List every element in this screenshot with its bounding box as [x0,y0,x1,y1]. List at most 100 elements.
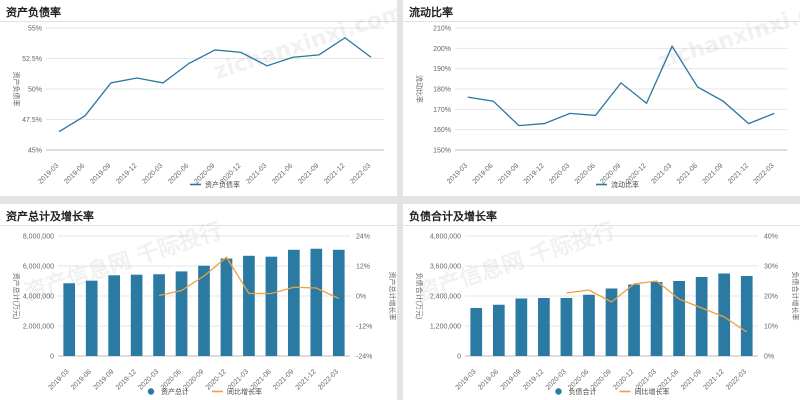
y-tick-label: 2,000,000 [23,324,54,331]
x-tick-label: 2019-09 [92,368,115,391]
x-tick-label: 2019-03 [48,368,71,391]
bar [175,271,188,356]
x-tick-label: 2020-06 [167,162,190,185]
x-tick-label: 2021-09 [297,162,320,185]
x-tick-label: 2022-03 [317,368,340,391]
y2-tick-label: 0% [356,294,366,301]
bar [470,308,483,356]
y-tick-label: 52.5% [22,56,42,63]
x-tick-label: 2021-09 [272,368,295,391]
y-tick-label: 6,000,000 [23,264,54,271]
series-line [467,44,775,127]
x-tick-label: 2021-12 [295,368,318,391]
x-tick-label: 2021-06 [271,162,294,185]
current-ratio-panel: 流动比率 150% 160% 170% 180% 190% 200% 210% 2019-03… [403,0,800,196]
y-tick-label: 3,600,000 [430,264,461,271]
bar [288,249,300,356]
x-tick-label: 2020-12 [612,368,635,391]
bar [243,255,255,356]
x-tick-label: 2021-12 [727,162,750,185]
panel-title: 负债合计及增长率 [409,210,497,223]
x-tick-label: 2022-03 [725,368,748,391]
y-tick-label: 55% [28,26,42,33]
x-tick-label: 2019-03 [37,162,60,185]
y2-tick-label: 12% [356,264,370,271]
panel-title: 资产总计及增长率 [6,210,94,223]
series-line [158,256,340,300]
x-tick-label: 2020-06 [574,162,597,185]
x-tick-label: 2019-06 [472,162,495,185]
bar [718,273,731,356]
y-tick-label: 190% [433,66,451,73]
debt-ratio-chart: 45% 47.5% 50% 52.5% 55% 2019-03 2019-06 2019-09… [12,26,384,189]
y-tick-label: 1,200,000 [430,324,461,331]
bar [63,283,76,356]
y-tick-label: 50% [28,87,42,94]
y-tick-label: 4,800,000 [430,234,461,241]
bar [605,288,618,356]
bar [695,277,708,356]
legend-label: 同比增长率 [635,387,670,396]
y2-tick-label: 20% [764,294,778,301]
bar [515,298,528,356]
bar [265,256,278,356]
y-tick-label: 150% [433,148,451,155]
y2-axis-label: 资产总计增长率 [388,272,397,321]
bar [310,248,323,356]
y-tick-label: 47.5% [22,117,42,124]
x-tick-label: 2019-12 [523,162,546,185]
bar [220,258,233,356]
y2-tick-label: 30% [764,264,778,271]
total-assets-chart: 0 2,000,000 4,000,000 6,000,000 8,000,000 -24… [12,234,397,397]
x-tick-label: 2021-03 [245,162,268,185]
x-tick-label: 2019-12 [115,368,138,391]
x-tick-label: 2021-06 [676,162,699,185]
y-tick-label: 180% [433,87,451,94]
x-tick-label: 2019-09 [89,162,112,185]
bar [538,298,550,356]
bar [492,304,505,356]
x-tick-label: 2020-12 [205,368,228,391]
legend-label: 资产负债率 [205,180,240,189]
y-tick-label: 160% [433,127,451,134]
bar [85,280,98,356]
x-tick-label: 2019-06 [63,162,86,185]
x-tick-label: 2019-09 [497,162,520,185]
y-axis-label: 资产负债率 [12,72,21,107]
bar [740,276,753,356]
bar [650,282,663,356]
y2-tick-label: -12% [356,324,372,331]
y2-axis-label: 负债合计增长率 [791,272,800,321]
series-line [566,280,748,333]
x-tick-label: 2020-03 [545,368,568,391]
bar [108,275,120,356]
legend-label: 同比增长率 [227,387,262,396]
y2-tick-label: 40% [764,234,778,241]
legend-marker [555,388,562,395]
x-tick-label: 2022-03 [753,162,776,185]
total-liabilities-chart: 0 1,200,000 2,400,000 3,600,000 4,800,000 0% 1… [415,234,800,397]
y-tick-label: 0 [457,354,461,361]
y-axis-label: 资产总计(万元) [12,273,21,320]
series-line [58,36,372,133]
y-tick-label: 210% [433,26,451,33]
x-tick-label: 2021-03 [650,162,673,185]
bar [130,274,143,356]
total-liabilities-panel: 负债合计及增长率 0 1,200,000 2,400,000 3,600,000 4,8… [403,204,800,400]
debt-ratio-panel: 资产负债率 45% 47.5% 50% 52.5% 55% 2019-03 2019-06 2… [0,0,397,196]
bar [628,284,640,356]
panel-title: 资产负债率 [6,6,61,19]
y-axis-label: 流动比率 [415,75,424,103]
legend-label: 负债合计 [569,387,597,396]
bar [583,294,595,356]
x-tick-label: 2019-12 [522,368,545,391]
bar [153,274,165,356]
title-divider [0,225,397,226]
title-divider [403,225,800,226]
y2-tick-label: 10% [764,324,778,331]
x-tick-label: 2021-09 [680,368,703,391]
bar [332,249,345,356]
x-tick-label: 2022-03 [349,162,372,185]
y-tick-label: 4,000,000 [23,294,54,301]
bar [673,281,685,356]
